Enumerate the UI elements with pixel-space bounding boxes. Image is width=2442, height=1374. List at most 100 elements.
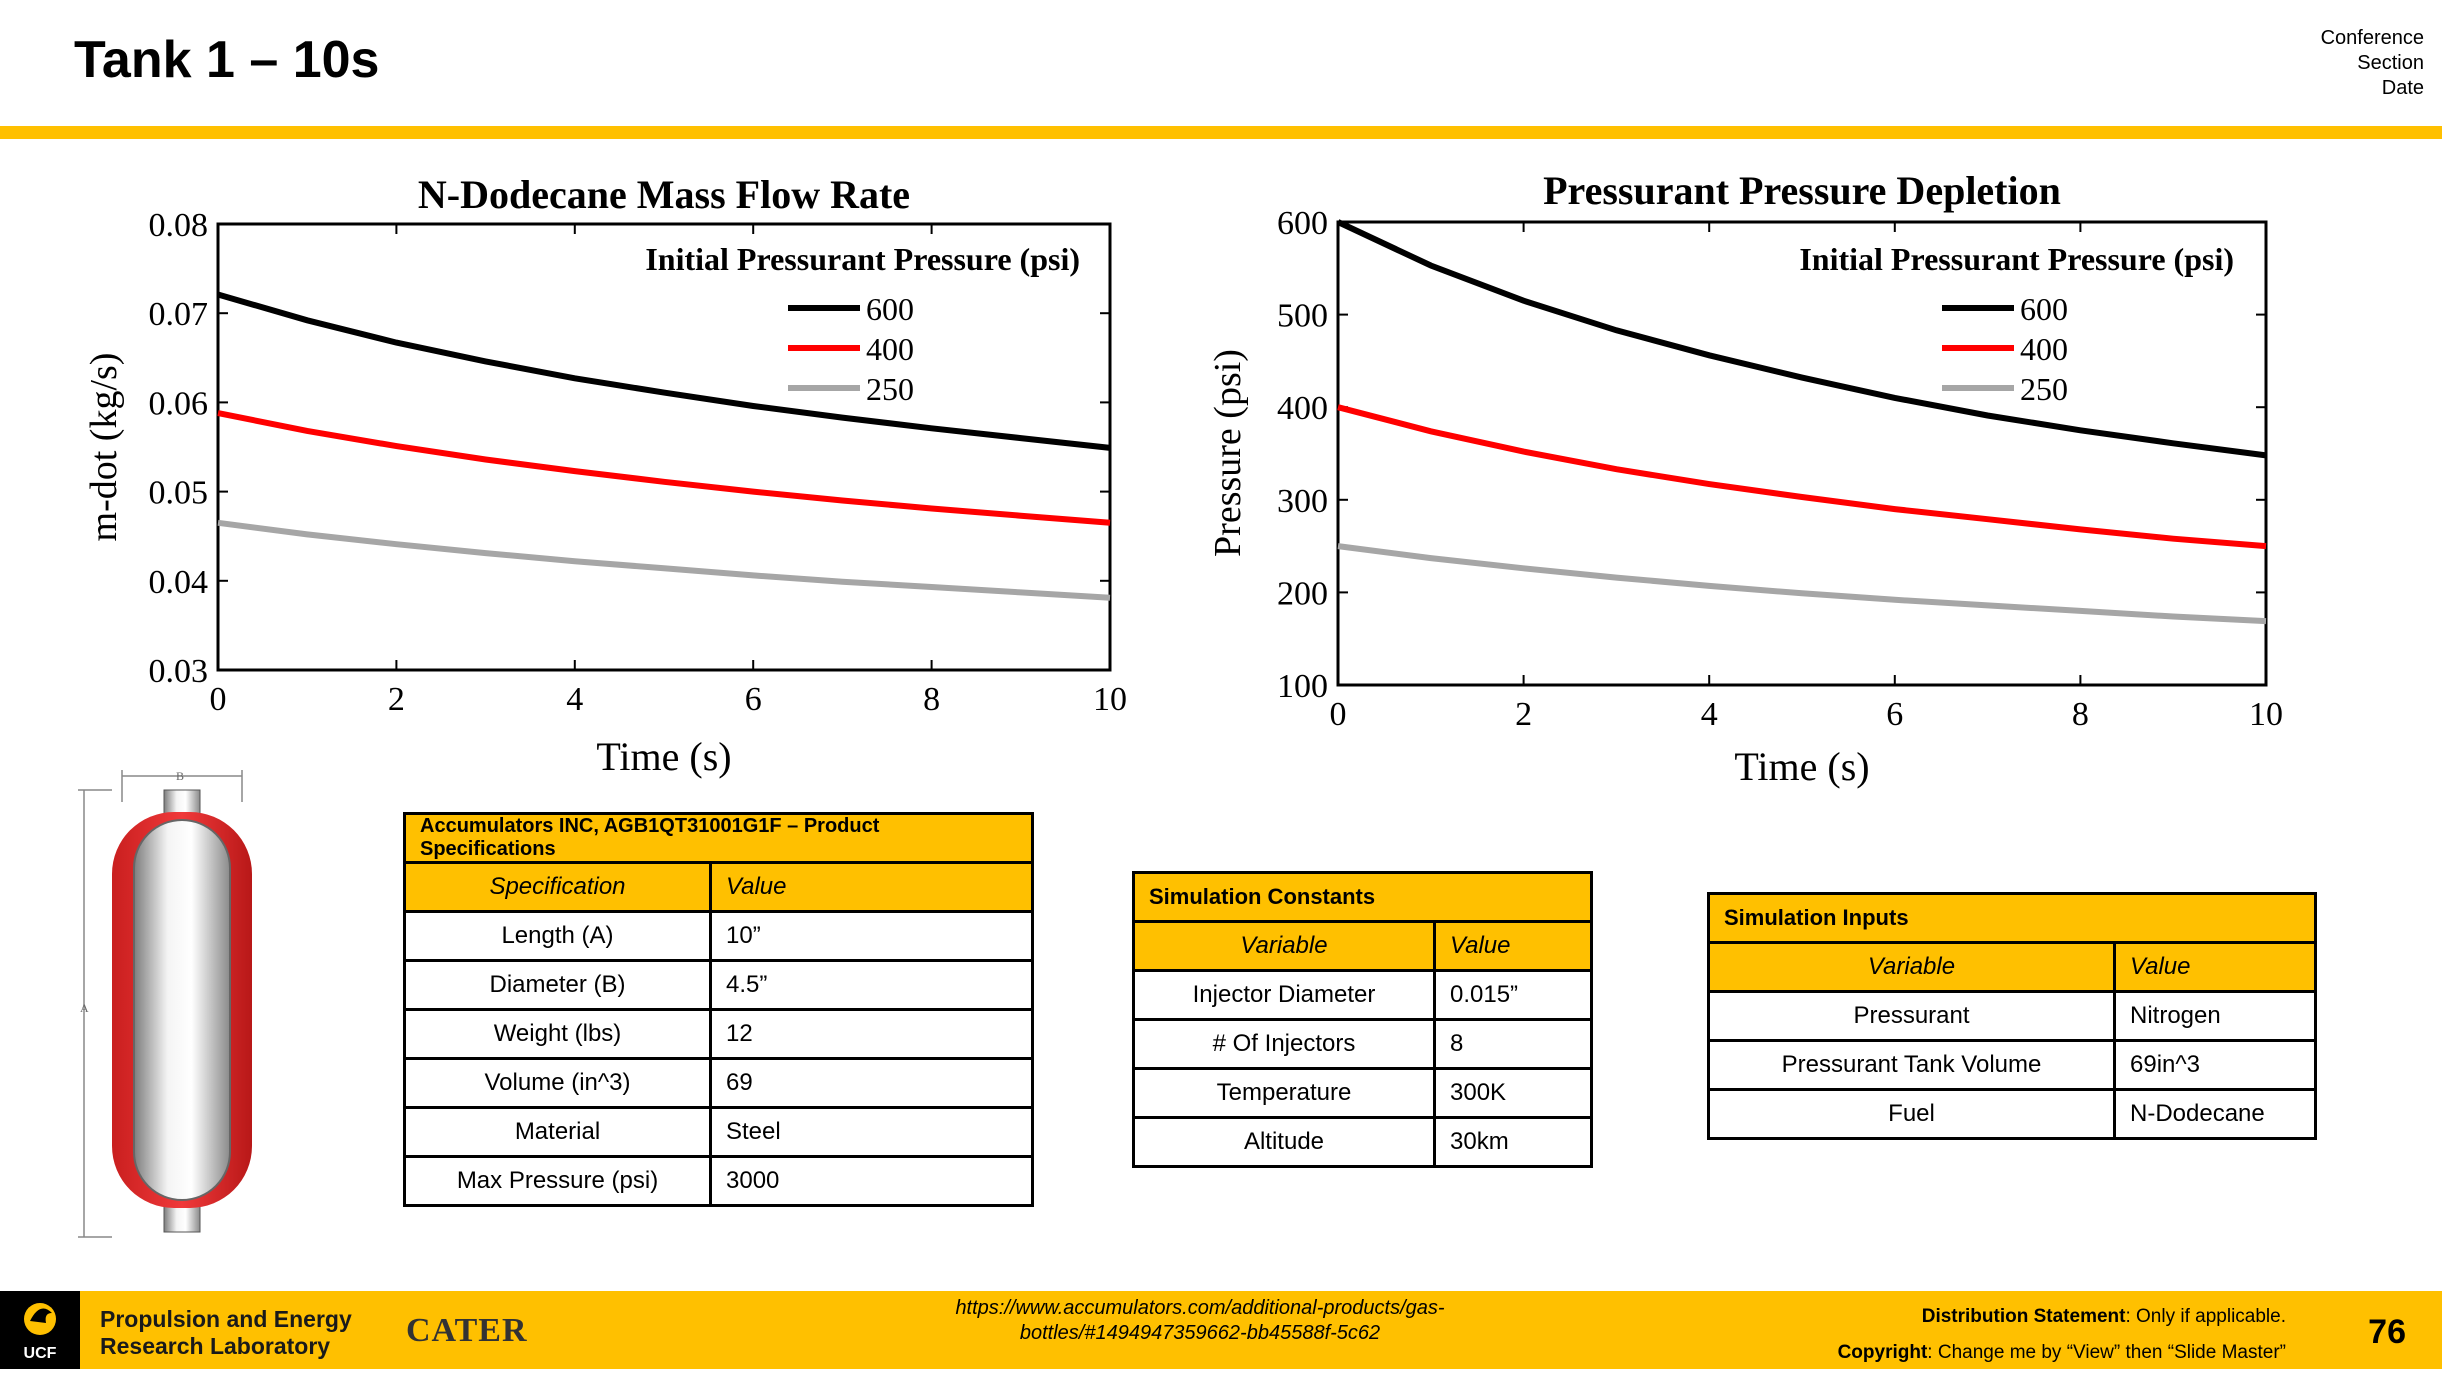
tank-steel-body bbox=[133, 819, 231, 1201]
cater-logo: CATER bbox=[406, 1312, 528, 1349]
variable-cell: Injector Diameter bbox=[1132, 969, 1436, 1021]
series-line-600 bbox=[1336, 219, 2267, 459]
source-url[interactable]: https://www.accumulators.com/additional-… bbox=[955, 1297, 1445, 1344]
value-cell: 4.5” bbox=[709, 959, 1034, 1011]
y-tick-label: 600 bbox=[1277, 205, 1328, 242]
pegasus-icon bbox=[24, 1303, 56, 1335]
legend-label-600: 600 bbox=[2020, 291, 2068, 327]
table-row: Injector Diameter 0.015” bbox=[1132, 969, 1593, 1021]
page-number: 76 bbox=[2368, 1313, 2406, 1351]
y-tick-label: 400 bbox=[1277, 390, 1328, 427]
dimension-a-label: A bbox=[80, 1001, 89, 1015]
legend-title: Initial Pressurant Pressure (psi) bbox=[645, 241, 1080, 277]
lab-name-line2: Research Laboratory bbox=[100, 1333, 331, 1359]
chart-title: N-Dodecane Mass Flow Rate bbox=[418, 172, 910, 217]
series-lines bbox=[1336, 219, 2267, 625]
value-cell: 300K bbox=[1433, 1067, 1593, 1119]
ucf-logo: UCF bbox=[0, 1291, 80, 1369]
value-cell: 10” bbox=[709, 910, 1034, 962]
value-cell: 3000 bbox=[709, 1155, 1034, 1207]
table-row: Volume (in^3) 69 bbox=[403, 1057, 1034, 1109]
table-row: Diameter (B) 4.5” bbox=[403, 959, 1034, 1011]
distribution-text: : Only if applicable. bbox=[2125, 1306, 2286, 1327]
table-row: Length (A) 10” bbox=[403, 910, 1034, 962]
series-line-250 bbox=[1337, 543, 2267, 625]
variable-cell: Pressurant Tank Volume bbox=[1707, 1039, 2116, 1091]
y-tick-label: 0.06 bbox=[149, 385, 209, 422]
x-tick-label: 6 bbox=[1886, 696, 1903, 733]
table-row: # Of Injectors 8 bbox=[1132, 1018, 1593, 1070]
lab-name: Propulsion and Energy Research Laborator… bbox=[100, 1306, 352, 1360]
accumulator-tank-diagram: B A bbox=[78, 769, 252, 1238]
variable-cell: # Of Injectors bbox=[1132, 1018, 1436, 1070]
ucf-label: UCF bbox=[23, 1345, 57, 1362]
value-cell: Steel bbox=[709, 1106, 1034, 1158]
pressure-depletion-chart: Pressurant Pressure Depletion 100 200 30… bbox=[1207, 168, 2283, 789]
footer-bar bbox=[0, 1291, 2442, 1369]
x-axis-label: Time (s) bbox=[1734, 744, 1869, 789]
col-header-value: Value bbox=[709, 861, 1034, 913]
value-cell: 12 bbox=[709, 1008, 1034, 1060]
meta-conference: Conference bbox=[2320, 27, 2424, 49]
x-tick-label: 6 bbox=[745, 681, 762, 718]
meta-section: Section bbox=[2357, 52, 2424, 74]
y-axis-label: m-dot (kg/s) bbox=[83, 353, 125, 542]
slide-title: Tank 1 – 10s bbox=[74, 31, 380, 89]
spec-cell: Volume (in^3) bbox=[403, 1057, 712, 1109]
col-header-variable: Variable bbox=[1132, 920, 1436, 972]
x-tick-label: 0 bbox=[1330, 696, 1347, 733]
x-tick-label: 2 bbox=[1515, 696, 1532, 733]
series-lines bbox=[217, 291, 1111, 601]
x-tick-label: 2 bbox=[388, 681, 405, 718]
table-row: Temperature 300K bbox=[1132, 1067, 1593, 1119]
y-tick-label: 100 bbox=[1277, 668, 1328, 705]
col-header-variable: Variable bbox=[1707, 941, 2116, 993]
copyright-text: : Change me by “View” then “Slide Master… bbox=[1927, 1342, 2286, 1363]
variable-cell: Fuel bbox=[1707, 1088, 2116, 1140]
y-tick-label: 300 bbox=[1277, 483, 1328, 520]
x-tick-label: 10 bbox=[2249, 696, 2283, 733]
x-tick-label: 4 bbox=[566, 681, 583, 718]
col-header-specification: Specification bbox=[403, 861, 712, 913]
plot-frame bbox=[216, 222, 1112, 672]
y-tick-label: 0.05 bbox=[149, 475, 209, 512]
table-row: Pressurant Tank Volume 69in^3 bbox=[1707, 1039, 2317, 1091]
variable-cell: Temperature bbox=[1132, 1067, 1436, 1119]
meta-date: Date bbox=[2381, 77, 2424, 99]
product-spec-table: Accumulators INC, AGB1QT31001G1F – Produ… bbox=[403, 812, 1034, 1207]
table-row: Max Pressure (psi) 3000 bbox=[403, 1155, 1034, 1207]
distribution-label: Distribution Statement bbox=[1921, 1306, 2126, 1327]
value-cell: 8 bbox=[1433, 1018, 1593, 1070]
y-tick-labels: 0.03 0.04 0.05 0.06 0.07 0.08 bbox=[149, 207, 209, 690]
axis-ticks bbox=[217, 223, 1111, 671]
col-header-value: Value bbox=[1433, 920, 1593, 972]
spec-cell: Diameter (B) bbox=[403, 959, 712, 1011]
slide-meta: Conference Section Date bbox=[2321, 26, 2424, 101]
constants-table-title: Simulation Constants bbox=[1132, 871, 1593, 923]
copyright-label: Copyright bbox=[1837, 1342, 1928, 1363]
product-table-title: Accumulators INC, AGB1QT31001G1F – Produ… bbox=[403, 812, 1034, 864]
table-row: Fuel N-Dodecane bbox=[1707, 1088, 2317, 1140]
y-tick-label: 0.08 bbox=[149, 207, 209, 244]
value-cell: 69in^3 bbox=[2113, 1039, 2317, 1091]
dimension-b-label: B bbox=[176, 769, 184, 783]
x-tick-label: 8 bbox=[2072, 696, 2089, 733]
inputs-table-title: Simulation Inputs bbox=[1707, 892, 2317, 944]
table-row: Weight (lbs) 12 bbox=[403, 1008, 1034, 1060]
spec-cell: Material bbox=[403, 1106, 712, 1158]
x-tick-labels: 0 2 4 6 8 10 bbox=[210, 681, 1128, 718]
table-row: Material Steel bbox=[403, 1106, 1034, 1158]
y-axis-label: Pressure (psi) bbox=[1207, 349, 1249, 557]
series-line-600 bbox=[217, 291, 1111, 451]
series-line-400 bbox=[217, 410, 1111, 526]
spec-cell: Length (A) bbox=[403, 910, 712, 962]
variable-cell: Altitude bbox=[1132, 1116, 1436, 1168]
value-cell: N-Dodecane bbox=[2113, 1088, 2317, 1140]
table-row: Pressurant Nitrogen bbox=[1707, 990, 2317, 1042]
simulation-constants-table: Simulation Constants Variable Value Inje… bbox=[1132, 871, 1593, 1168]
legend-label-250: 250 bbox=[2020, 371, 2068, 407]
lab-name-line1: Propulsion and Energy bbox=[100, 1306, 352, 1332]
legend: 600 400 250 bbox=[788, 291, 914, 407]
spec-cell: Weight (lbs) bbox=[403, 1008, 712, 1060]
y-tick-label: 500 bbox=[1277, 298, 1328, 335]
